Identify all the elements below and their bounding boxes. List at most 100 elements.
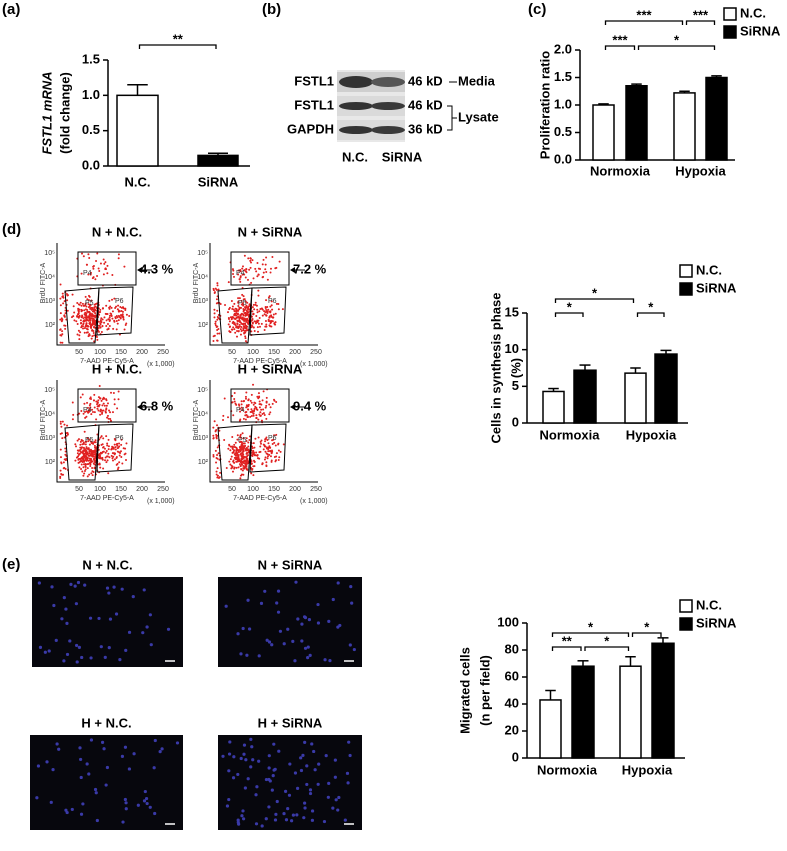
- cell-dot: [239, 448, 242, 451]
- cell-dot: [250, 261, 253, 264]
- cell-dot: [261, 462, 264, 465]
- nucleus: [272, 742, 276, 746]
- cell-dot: [82, 474, 85, 477]
- bar: [651, 642, 675, 759]
- cell-dot: [110, 306, 113, 309]
- cell-dot: [83, 469, 86, 472]
- cell-dot: [233, 461, 236, 464]
- percent-label: 7.2 %: [293, 261, 327, 276]
- cell-dot: [235, 325, 238, 328]
- cell-dot: [114, 448, 117, 451]
- cell-dot: [101, 458, 104, 461]
- cell-dot: [263, 329, 266, 332]
- x-tick-label: 50: [228, 486, 236, 493]
- nucleus: [270, 643, 274, 647]
- cell-dot: [73, 319, 76, 322]
- x-tick-label: 50: [75, 349, 83, 356]
- cell-dot: [247, 398, 250, 401]
- x-axis-label: 7-AAD PE-Cy5-A: [233, 495, 287, 502]
- cell-dot: [77, 458, 80, 461]
- cell-dot: [240, 329, 243, 332]
- cell-dot: [259, 445, 262, 448]
- cell-dot: [107, 438, 110, 441]
- cell-dot: [266, 453, 269, 456]
- cell-dot: [84, 308, 87, 311]
- cell-dot: [250, 401, 253, 404]
- cell-dot: [232, 459, 235, 462]
- cell-dot: [94, 316, 97, 319]
- cell-dot: [77, 455, 80, 458]
- cell-dot: [215, 428, 218, 431]
- cell-dot: [247, 451, 250, 454]
- nucleus: [107, 646, 111, 650]
- cell-dot: [249, 257, 252, 260]
- nucleus: [333, 775, 337, 779]
- nucleus: [74, 602, 79, 606]
- cell-dot: [66, 309, 69, 312]
- cell-dot: [82, 323, 85, 326]
- nucleus: [224, 604, 228, 608]
- bar: [197, 154, 239, 167]
- blot-band: [339, 102, 373, 110]
- cell-dot: [227, 447, 230, 450]
- cell-dot: [86, 467, 89, 470]
- cell-dot: [230, 464, 233, 467]
- cell-dot: [246, 306, 249, 309]
- panel-label: (e): [2, 556, 20, 573]
- cell-dot: [237, 269, 240, 272]
- nucleus: [291, 813, 296, 817]
- cell-dot: [216, 282, 219, 285]
- cell-dot: [264, 263, 267, 266]
- cell-dot: [250, 408, 253, 411]
- cell-dot: [107, 448, 110, 451]
- cell-dot: [90, 413, 93, 416]
- cell-dot: [242, 400, 245, 403]
- cell-dot: [60, 461, 63, 464]
- cell-dot: [251, 321, 254, 324]
- nucleus: [80, 655, 84, 660]
- cell-dot: [89, 402, 92, 405]
- cell-dot: [256, 457, 259, 460]
- cell-dot: [77, 310, 80, 313]
- bar: [625, 85, 648, 161]
- cell-dot: [213, 291, 216, 294]
- cell-dot: [88, 408, 91, 411]
- cell-dot: [246, 451, 249, 454]
- nucleus: [166, 627, 171, 631]
- bar: [624, 372, 647, 424]
- cell-dot: [92, 265, 95, 268]
- cell-dot: [264, 456, 267, 459]
- cell-dot: [239, 269, 242, 272]
- cell-dot: [260, 403, 263, 406]
- cell-dot: [83, 331, 86, 334]
- nucleus: [242, 752, 246, 756]
- cell-dot: [95, 336, 98, 339]
- cell-dot: [244, 329, 247, 332]
- nucleus: [102, 747, 106, 751]
- x-axis-unit: (x 1,000): [147, 498, 175, 505]
- cell-dot: [79, 396, 82, 399]
- cell-dot: [96, 407, 99, 410]
- cell-dot: [90, 472, 93, 475]
- cell-dot: [222, 414, 225, 417]
- cell-dot: [104, 410, 107, 413]
- gate-label: P6: [115, 435, 124, 442]
- cell-dot: [270, 300, 273, 303]
- cell-dot: [262, 271, 265, 274]
- nucleus: [291, 639, 295, 643]
- y-tick-label: 10²: [198, 459, 209, 466]
- nucleus: [55, 742, 59, 746]
- cell-dot: [64, 459, 67, 462]
- nucleus: [68, 639, 72, 643]
- nucleus: [267, 754, 271, 758]
- cell-dot: [100, 330, 103, 333]
- cell-dot: [93, 444, 96, 447]
- cell-dot: [111, 310, 114, 313]
- percent-label: 6.8 %: [140, 398, 174, 413]
- cell-dot: [245, 439, 248, 442]
- cell-dot: [124, 309, 127, 312]
- cell-dot: [281, 308, 284, 311]
- nucleus: [236, 772, 240, 777]
- nucleus: [249, 765, 253, 769]
- y-tick-label: 10²: [45, 459, 56, 466]
